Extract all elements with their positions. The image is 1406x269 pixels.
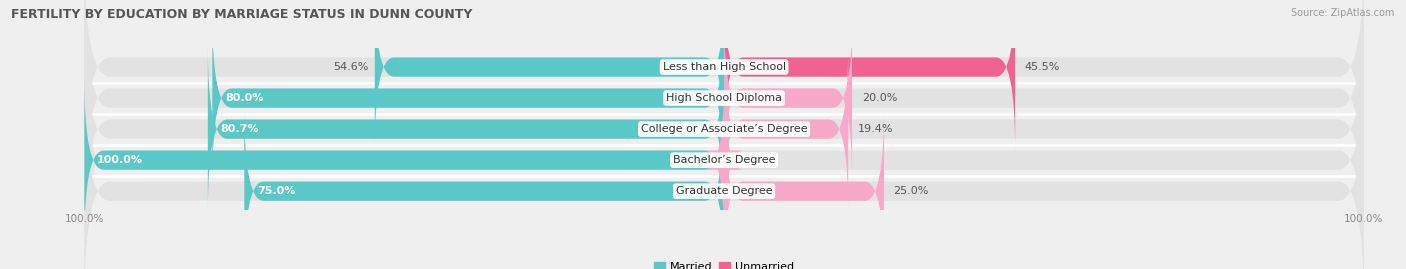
FancyBboxPatch shape	[84, 77, 724, 244]
FancyBboxPatch shape	[375, 0, 724, 151]
Text: 75.0%: 75.0%	[257, 186, 295, 196]
FancyBboxPatch shape	[724, 46, 848, 213]
Text: FERTILITY BY EDUCATION BY MARRIAGE STATUS IN DUNN COUNTY: FERTILITY BY EDUCATION BY MARRIAGE STATU…	[11, 8, 472, 21]
FancyBboxPatch shape	[704, 77, 744, 244]
Text: 80.0%: 80.0%	[225, 93, 263, 103]
Text: College or Associate’s Degree: College or Associate’s Degree	[641, 124, 807, 134]
Text: 20.0%: 20.0%	[862, 93, 897, 103]
FancyBboxPatch shape	[208, 46, 724, 213]
Text: 0.0%: 0.0%	[734, 155, 762, 165]
Text: 54.6%: 54.6%	[333, 62, 368, 72]
FancyBboxPatch shape	[84, 0, 1364, 182]
FancyBboxPatch shape	[724, 108, 884, 269]
Text: Graduate Degree: Graduate Degree	[676, 186, 772, 196]
Text: Less than High School: Less than High School	[662, 62, 786, 72]
FancyBboxPatch shape	[84, 15, 1364, 244]
Text: 19.4%: 19.4%	[858, 124, 893, 134]
Text: High School Diploma: High School Diploma	[666, 93, 782, 103]
Text: 25.0%: 25.0%	[894, 186, 929, 196]
Text: Source: ZipAtlas.com: Source: ZipAtlas.com	[1291, 8, 1395, 18]
Text: 80.7%: 80.7%	[221, 124, 259, 134]
Legend: Married, Unmarried: Married, Unmarried	[650, 257, 799, 269]
FancyBboxPatch shape	[724, 0, 1015, 151]
Text: 45.5%: 45.5%	[1025, 62, 1060, 72]
Text: 100.0%: 100.0%	[97, 155, 143, 165]
FancyBboxPatch shape	[724, 15, 852, 182]
FancyBboxPatch shape	[84, 77, 1364, 269]
FancyBboxPatch shape	[84, 0, 1364, 213]
FancyBboxPatch shape	[212, 15, 724, 182]
Text: Bachelor’s Degree: Bachelor’s Degree	[673, 155, 775, 165]
FancyBboxPatch shape	[84, 46, 1364, 269]
FancyBboxPatch shape	[245, 108, 724, 269]
